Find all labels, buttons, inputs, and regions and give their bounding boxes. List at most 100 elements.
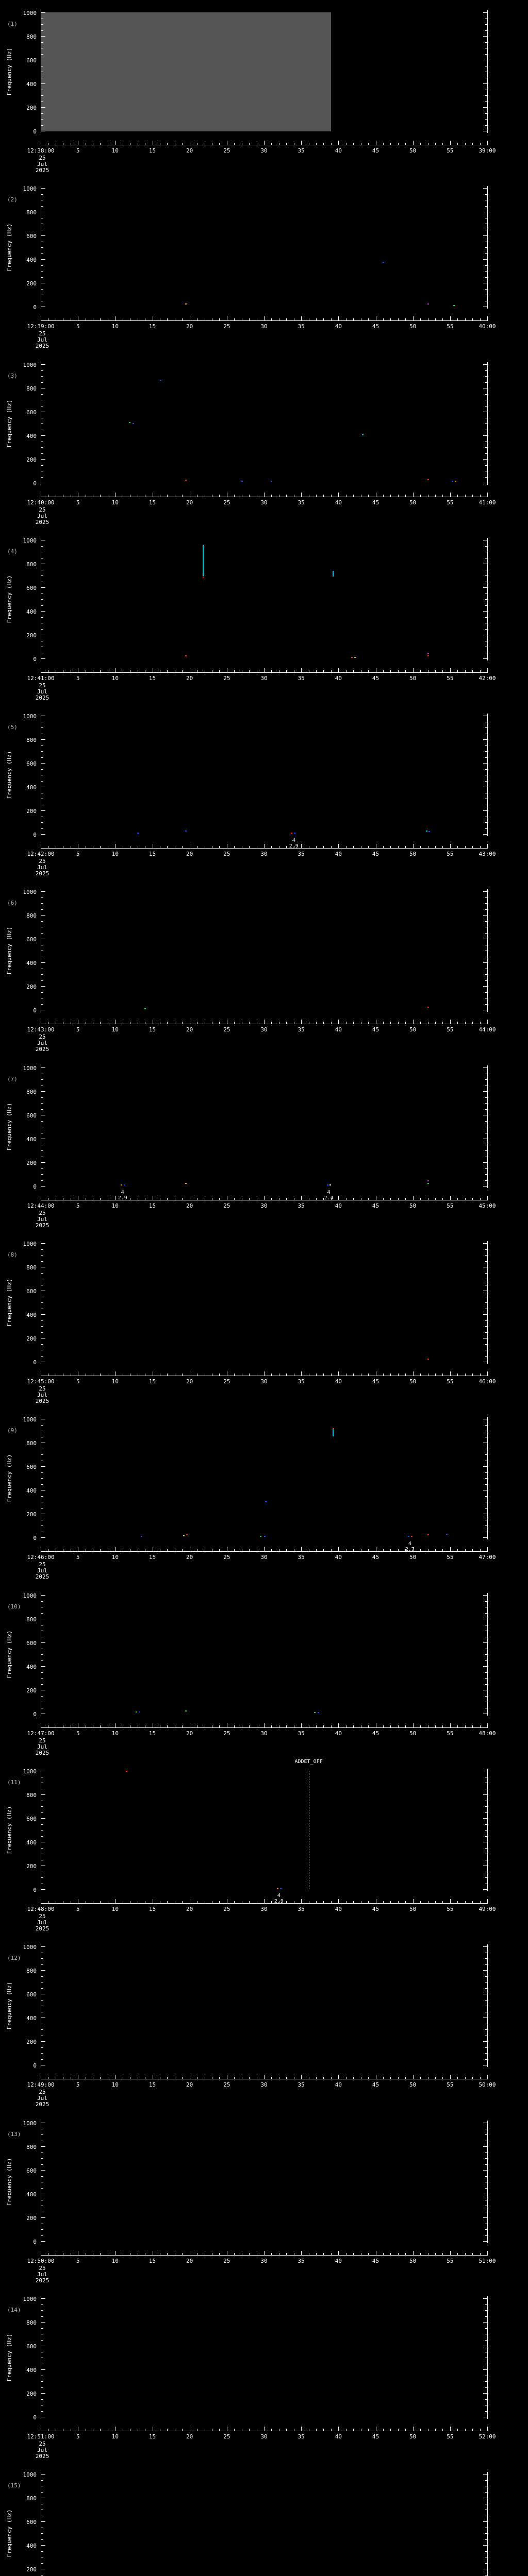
event-dot <box>427 1007 429 1008</box>
x-tick-label: 15 <box>148 1202 156 1209</box>
y-tick <box>41 1121 43 1122</box>
x-tick <box>271 143 272 145</box>
x-tick-label: 15 <box>148 499 156 506</box>
y-axis-title: Frequency (Hz) <box>6 2333 13 2382</box>
x-tick-label: 15 <box>148 2081 156 2088</box>
y-tick-label: 1000 <box>23 537 37 544</box>
x-tick <box>390 1374 391 1376</box>
x-tick <box>234 495 235 497</box>
x-axis <box>41 1903 488 1904</box>
x-tick-label: 20 <box>186 2433 193 2440</box>
x-tick <box>249 318 250 320</box>
x-tick <box>100 670 101 672</box>
x-tick-label: 15 <box>148 1026 156 1033</box>
x-tick <box>286 670 287 672</box>
event-dot <box>410 1535 412 1537</box>
y-tick <box>41 1958 43 1959</box>
x-tick <box>465 495 466 497</box>
y-tick-label: 600 <box>26 2519 37 2526</box>
x-tick <box>271 1901 272 1903</box>
y-tick <box>485 769 487 770</box>
x-date-line: Jul <box>37 2095 47 2102</box>
x-tick <box>353 1549 354 1551</box>
x-end-label: 52:00 <box>478 2433 496 2440</box>
y-tick <box>485 1261 487 1262</box>
y-tick <box>483 1794 487 1795</box>
x-tick <box>115 2251 116 2255</box>
x-tick <box>331 1549 332 1551</box>
x-tick-label: 35 <box>298 1378 305 1385</box>
event-annotation: 2.4 <box>324 1195 334 1201</box>
y-tick <box>41 611 45 612</box>
x-tick <box>115 1899 116 1903</box>
x-date-line: 25 <box>39 1385 46 1392</box>
x-tick-label: 15 <box>148 1378 156 1385</box>
y-tick-label: 200 <box>26 1511 37 1518</box>
event-dot <box>326 1184 328 1185</box>
x-tick-label: 50 <box>409 1906 417 1912</box>
event-dot <box>135 1711 137 1713</box>
y-tick <box>483 1067 487 1068</box>
x-date-line: 25 <box>39 1210 46 1216</box>
y-tick <box>485 2134 487 2135</box>
x-tick <box>472 495 473 497</box>
x-tick <box>323 670 324 672</box>
x-tick-label: 40 <box>335 499 342 506</box>
y-tick <box>485 2053 487 2054</box>
x-tick-label: 35 <box>298 1026 305 1033</box>
y-tick <box>485 2029 487 2030</box>
x-tick <box>167 2429 168 2431</box>
x-tick-label: 10 <box>111 1026 119 1033</box>
y-tick-label: 200 <box>26 2391 37 2397</box>
x-date-line: 2025 <box>35 2453 50 2460</box>
x-tick-label: 55 <box>447 1554 454 1561</box>
y-tick <box>485 1672 487 1673</box>
y-tick <box>41 1988 43 1989</box>
x-tick-label: 50 <box>409 2258 417 2264</box>
y-tick <box>483 1186 487 1187</box>
y-tick <box>41 107 45 108</box>
y-tick <box>41 289 43 290</box>
y-tick <box>483 658 487 659</box>
x-tick-label: 20 <box>186 1730 193 1737</box>
y-tick <box>41 1168 43 1169</box>
x-tick <box>450 2075 451 2079</box>
x-tick <box>182 2077 183 2079</box>
x-tick <box>442 2253 443 2255</box>
event-dot <box>160 380 162 381</box>
y-tick <box>41 2047 43 2048</box>
y-tick <box>483 2545 487 2546</box>
x-tick-label: 30 <box>260 147 268 154</box>
y-axis-right <box>487 1065 488 1188</box>
x-tick <box>405 495 406 497</box>
x-tick-label: 25 <box>223 323 230 330</box>
y-tick <box>483 763 487 764</box>
x-tick <box>412 668 414 672</box>
x-tick <box>457 1374 458 1376</box>
x-tick-label: 20 <box>186 1906 193 1912</box>
x-tick <box>323 2253 324 2255</box>
x-axis <box>41 2255 488 2256</box>
x-tick-label: 10 <box>111 675 119 682</box>
panel-index-label: (14) <box>7 2307 21 2313</box>
x-tick-label: 45 <box>372 1554 380 1561</box>
y-tick-label: 800 <box>26 1264 37 1271</box>
x-tick <box>331 2077 332 2079</box>
x-tick <box>412 1723 414 1727</box>
y-tick <box>41 1496 43 1497</box>
y-tick <box>485 1425 487 1426</box>
x-tick-label: 5 <box>76 2433 80 2440</box>
event-dot <box>241 480 243 482</box>
x-tick-label: 50 <box>409 147 417 154</box>
x-tick <box>100 846 101 848</box>
x-tick-label: 15 <box>148 675 156 682</box>
x-tick <box>271 1725 272 1727</box>
x-tick <box>316 1198 317 1200</box>
y-axis-right <box>487 538 488 660</box>
x-tick <box>234 1725 235 1727</box>
x-tick <box>398 1022 399 1024</box>
x-tick-label: 45 <box>372 2433 380 2440</box>
y-tick-label: 1000 <box>23 185 37 192</box>
y-tick <box>485 909 487 910</box>
y-tick <box>41 986 45 987</box>
